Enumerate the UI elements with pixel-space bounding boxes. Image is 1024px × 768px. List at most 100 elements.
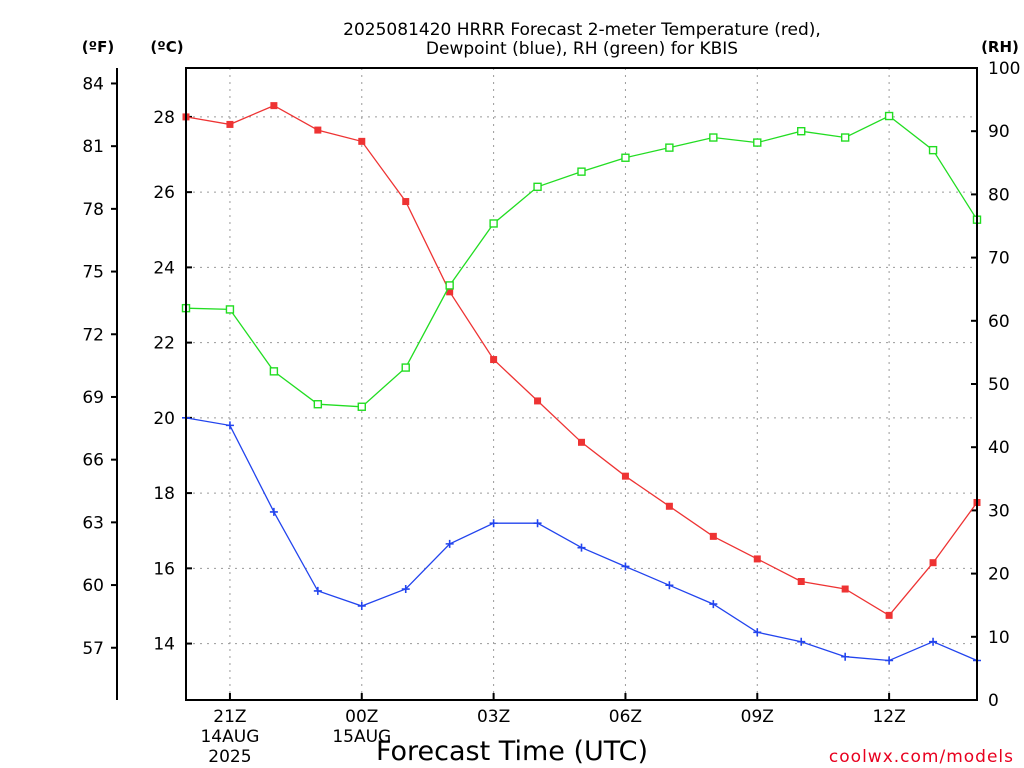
- chart-title-line-1: 2025081420 HRRR Forecast 2-meter Tempera…: [343, 20, 821, 40]
- rh-point: [577, 167, 586, 176]
- time-tick-label-line: 06Z: [609, 707, 642, 727]
- temperature-line: [185, 104, 978, 617]
- rh-tick-label: 90: [988, 122, 1010, 142]
- temperature-point: [753, 555, 761, 563]
- temperature-point: [621, 472, 629, 480]
- fahrenheit-tick-label: 57: [82, 639, 104, 659]
- dewpoint-point: [357, 601, 366, 610]
- temperature-point: [885, 611, 893, 619]
- rh-point: [225, 305, 235, 314]
- rh-tick-label: 10: [988, 628, 1010, 648]
- fahrenheit-unit-label: (ºF): [82, 38, 114, 56]
- temperature-point: [358, 137, 366, 145]
- dewpoint-point: [269, 507, 278, 516]
- rh-point: [884, 111, 894, 121]
- x-axis-title: Forecast Time (UTC): [376, 736, 648, 767]
- rh-point: [797, 126, 806, 136]
- time-tick-label-line: 15AUG: [332, 727, 391, 747]
- fahrenheit-tick-label: 63: [82, 513, 104, 533]
- temperature-point: [226, 120, 234, 128]
- dewpoint-point: [313, 586, 322, 595]
- rh-tick-label: 100: [988, 59, 1020, 79]
- rh-point: [928, 145, 938, 155]
- rh-tick-label: 30: [988, 501, 1010, 521]
- time-tick-label: 09Z: [741, 707, 774, 727]
- fahrenheit-axis: 57 60 63 66 69 72 75 78 81 84: [82, 68, 118, 700]
- rh-point: [533, 182, 542, 192]
- fahrenheit-tick-label: 69: [82, 388, 104, 408]
- rh-tick-label: 20: [988, 565, 1010, 585]
- rh-line: [185, 115, 978, 408]
- fahrenheit-tick-label: 66: [82, 451, 104, 471]
- rh-point: [401, 363, 410, 372]
- dewpoint-point: [445, 539, 454, 548]
- celsius-tick-label: 20: [153, 409, 175, 429]
- dewpoint-point: [401, 585, 410, 594]
- celsius-tick-label: 26: [153, 183, 175, 203]
- time-tick-label: 00Z 15AUG: [332, 707, 391, 747]
- celsius-unit-label: (ºC): [150, 38, 183, 56]
- time-tick-label: 21Z 14AUG 2025: [200, 707, 259, 767]
- dewpoint-point: [489, 519, 498, 528]
- time-tick-label-line: 2025: [208, 747, 251, 767]
- rh-point: [709, 133, 718, 142]
- rh-point: [665, 143, 674, 152]
- dewpoint-point: [753, 628, 762, 637]
- temperature-point: [709, 532, 717, 540]
- time-tick-label-line: 21Z: [213, 707, 246, 727]
- rh-tick-label: 0: [988, 691, 999, 711]
- rh-point: [840, 133, 850, 142]
- rh-point: [269, 367, 279, 376]
- grid: [186, 68, 977, 700]
- time-tick-label: 03Z: [477, 707, 510, 727]
- celsius-tick-label: 28: [153, 108, 175, 128]
- dewpoint-point: [709, 600, 718, 609]
- temperature-point: [665, 502, 673, 510]
- dewpoint-line: [185, 417, 978, 662]
- rh-point: [753, 138, 762, 147]
- temperature-point: [490, 356, 498, 364]
- temperature-point: [314, 126, 322, 134]
- fahrenheit-tick-label: 60: [82, 576, 104, 596]
- fahrenheit-tick-label: 78: [82, 200, 104, 220]
- temperature-point: [578, 438, 585, 446]
- rh-tick-label: 40: [988, 438, 1010, 458]
- dewpoint-point: [533, 519, 542, 528]
- temperature-point: [534, 397, 542, 405]
- rh-tick-label: 70: [988, 249, 1010, 269]
- dewpoint-point: [841, 652, 850, 661]
- rh-point: [489, 219, 498, 228]
- time-axis: 21Z 14AUG 2025 00Z 15AUG 03Z 06Z 09Z 12Z: [200, 693, 906, 767]
- fahrenheit-tick-label: 75: [82, 263, 104, 283]
- time-tick-label-line: 00Z: [345, 707, 378, 727]
- source-credit: coolwx.com/models: [829, 747, 1014, 767]
- temperature-point: [270, 102, 278, 110]
- dewpoint-point: [885, 656, 894, 665]
- dewpoint-point: [665, 581, 674, 590]
- time-tick-label: 06Z: [609, 707, 642, 727]
- time-tick-label: 12Z: [872, 707, 905, 727]
- celsius-tick-label: 22: [153, 334, 175, 354]
- rh-axis: 0 10 20 30 40 50 60 70 80 90 100: [971, 59, 1020, 711]
- time-tick-label-line: 12Z: [872, 707, 905, 727]
- fahrenheit-tick-label: 84: [82, 74, 104, 94]
- chart-title-line-2: Dewpoint (blue), RH (green) for KBIS: [426, 39, 738, 59]
- celsius-tick-label: 24: [153, 258, 175, 278]
- rh-point: [357, 402, 366, 411]
- time-tick-label-line: 09Z: [741, 707, 774, 727]
- rh-unit-label: (RH): [981, 38, 1019, 56]
- temperature-point: [841, 585, 849, 593]
- dewpoint-point: [929, 637, 938, 646]
- time-tick-label-line: 14AUG: [200, 727, 259, 747]
- plot-frame: [185, 67, 978, 701]
- fahrenheit-tick-label: 81: [82, 137, 104, 157]
- rh-point: [445, 281, 454, 290]
- temperature-point: [797, 578, 805, 585]
- temperature-point: [402, 198, 410, 206]
- dewpoint-point: [577, 543, 586, 552]
- dewpoint-point: [621, 562, 630, 571]
- rh-tick-label: 80: [988, 185, 1010, 205]
- celsius-tick-label: 18: [153, 484, 175, 504]
- celsius-tick-label: 14: [153, 635, 175, 655]
